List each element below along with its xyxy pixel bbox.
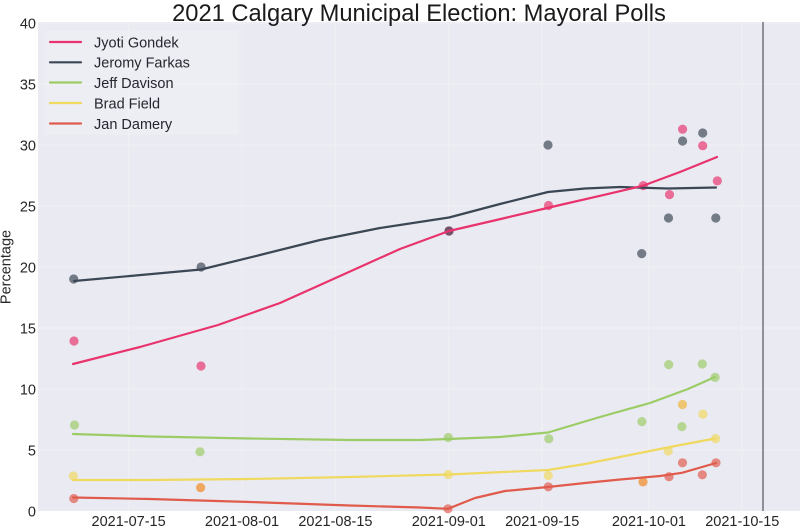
svg-text:2021-10-15: 2021-10-15 <box>705 514 779 530</box>
svg-text:Brad Field: Brad Field <box>94 96 160 112</box>
svg-text:15: 15 <box>20 321 36 337</box>
svg-text:2021-09-01: 2021-09-01 <box>412 514 486 530</box>
svg-text:0: 0 <box>28 504 36 520</box>
svg-text:2021-07-15: 2021-07-15 <box>92 514 166 530</box>
svg-text:40: 40 <box>20 16 36 32</box>
svg-text:25: 25 <box>20 199 36 215</box>
svg-text:Jeromy Farkas: Jeromy Farkas <box>94 56 190 72</box>
svg-text:2021-09-15: 2021-09-15 <box>505 514 579 530</box>
svg-text:2021 Calgary Municipal Electio: 2021 Calgary Municipal Election: Mayoral… <box>172 1 666 27</box>
svg-text:35: 35 <box>20 77 36 93</box>
svg-text:Jyoti Gondek: Jyoti Gondek <box>94 35 179 51</box>
svg-text:2021-08-01: 2021-08-01 <box>205 514 279 530</box>
svg-text:Jan Damery: Jan Damery <box>94 117 173 133</box>
svg-text:2021-08-15: 2021-08-15 <box>298 514 372 530</box>
svg-text:20: 20 <box>20 260 36 276</box>
svg-text:10: 10 <box>20 382 36 398</box>
svg-text:5: 5 <box>28 443 36 459</box>
svg-text:2021-10-01: 2021-10-01 <box>612 514 686 530</box>
svg-text:30: 30 <box>20 138 36 154</box>
svg-text:Percentage: Percentage <box>0 230 15 304</box>
svg-text:Jeff Davison: Jeff Davison <box>94 76 174 92</box>
